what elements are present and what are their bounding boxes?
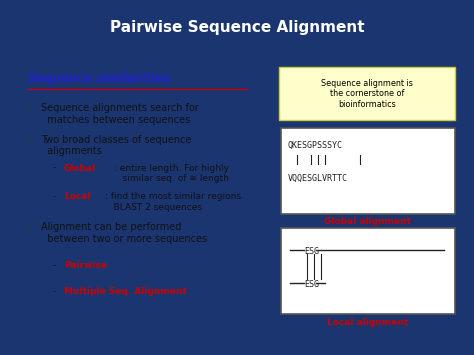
- Text: Alignment can be performed
  between two or more sequences: Alignment can be performed between two o…: [41, 223, 208, 244]
- Text: Sequence alignment is
the cornerstone of
bioinformatics: Sequence alignment is the cornerstone of…: [321, 79, 413, 109]
- Text: •: •: [26, 223, 31, 233]
- Text: •: •: [26, 135, 31, 145]
- Text: QKESGPSSSYC: QKESGPSSSYC: [288, 141, 343, 149]
- Text: -: -: [53, 261, 56, 270]
- Text: VQQESGLVRTTC: VQQESGLVRTTC: [288, 174, 348, 182]
- Text: Local: Local: [64, 192, 91, 201]
- Text: ESG: ESG: [304, 247, 319, 256]
- Text: Global: Global: [64, 164, 96, 173]
- Bar: [281, 127, 456, 214]
- Text: : find the most similar regions
   BLAST 2 sequences: : find the most similar regions BLAST 2 …: [105, 192, 241, 212]
- Text: Local alignment: Local alignment: [327, 318, 408, 327]
- Text: ESG: ESG: [304, 280, 319, 289]
- Text: -: -: [53, 164, 56, 173]
- FancyBboxPatch shape: [279, 67, 456, 120]
- Text: Two broad classes of sequence
  alignments: Two broad classes of sequence alignments: [41, 135, 192, 156]
- Text: Multiple Seq. Alignment: Multiple Seq. Alignment: [64, 287, 187, 296]
- Text: Pairwise: Pairwise: [64, 261, 107, 270]
- Bar: [281, 228, 456, 315]
- Text: Sequence similarities: Sequence similarities: [27, 71, 170, 84]
- Text: -: -: [53, 287, 56, 296]
- Text: Sequence alignments search for
  matches between sequences: Sequence alignments search for matches b…: [41, 103, 199, 125]
- Text: •: •: [26, 103, 31, 113]
- Text: Pairwise Sequence Alignment: Pairwise Sequence Alignment: [109, 20, 365, 35]
- Text: -: -: [53, 192, 56, 201]
- Text: Global alignment: Global alignment: [324, 217, 410, 226]
- Text: : entire length. For highly
   similar seq. of ≅ length: : entire length. For highly similar seq.…: [114, 164, 228, 183]
